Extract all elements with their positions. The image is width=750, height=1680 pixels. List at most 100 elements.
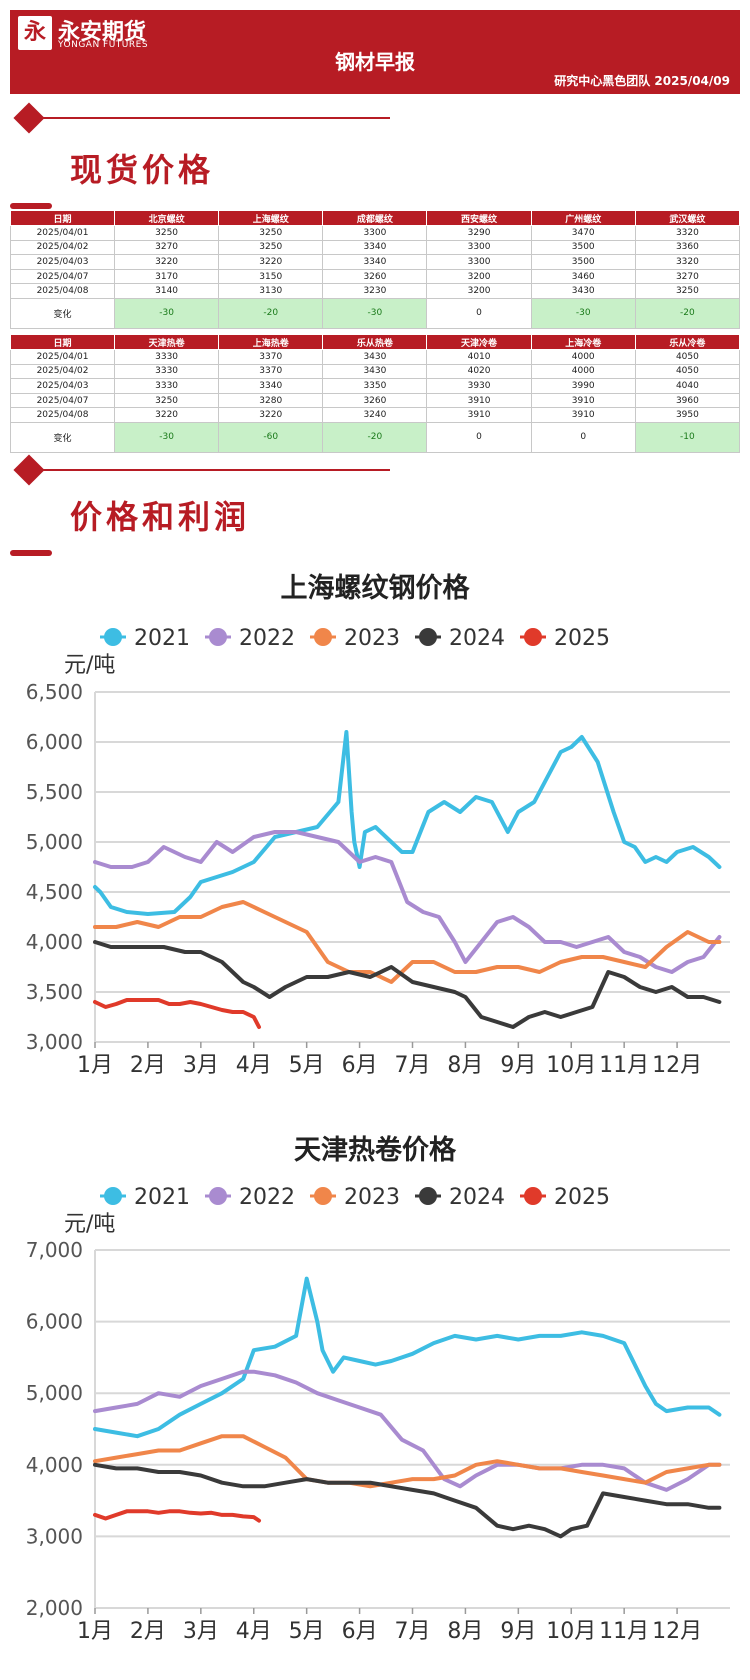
change-row: 变化 -30 -20 -30 0 -30 -20 [10,297,741,329]
table-cell: 3960 [634,392,741,409]
section-title-profit: 价格和利润 [70,498,251,536]
legend-label: 2025 [554,1185,610,1210]
legend-marker [419,628,437,646]
x-tick-label: 5月 [289,1053,325,1078]
x-tick-label: 8月 [447,1619,483,1644]
table-cell: 3500 [530,239,636,256]
table-cell: 3200 [426,268,532,285]
x-tick-label: 11月 [599,1619,649,1644]
table-cell: 3300 [322,225,428,241]
table-cell: 4050 [634,363,741,380]
table-cell: 2025/04/02 [10,239,115,256]
table-cell: 3430 [530,283,636,299]
table-cell: 3370 [218,349,324,365]
brand-name-en: YONGAN FUTURES [58,40,149,50]
table-cell: 3220 [218,254,324,270]
table-cell: 3430 [322,363,428,380]
legend-label: 2023 [344,1185,400,1210]
legend-label: 2024 [449,626,505,651]
y-tick-label: 5,000 [26,1381,83,1405]
legend-label: 2021 [134,626,190,651]
table-row: 2025/04/01 3330 3370 3430 4010 4000 4050 [10,349,741,365]
change-cell: 0 [426,297,532,329]
report-team-date: 研究中心黑色团队 2025/04/09 [554,74,730,88]
y-tick-label: 7,000 [26,1238,83,1262]
table-row: 2025/04/08 3220 3220 3240 3910 3910 3950 [10,407,741,423]
y-tick-label: 4,500 [26,880,83,904]
table-cell: 3360 [634,239,741,256]
change-cell: -30 [322,297,428,329]
x-tick-label: 3月 [183,1619,219,1644]
table-cell: 3280 [218,392,324,409]
y-tick-label: 6,000 [26,1310,83,1334]
table-cell: 3250 [218,225,324,241]
x-tick-label: 11月 [599,1053,649,1078]
coil-price-chart: 2021 2022 2023 2024 2025 元/吨 2,000 3,000 4,000 5,… [26,1185,730,1644]
brand-name-cn: 永安期货 [58,20,147,45]
x-tick-label: 9月 [500,1053,536,1078]
section-diamond-icon [13,102,45,134]
y-tick-label: 3,000 [26,1524,83,1548]
series-line-2025 [93,998,261,1029]
table-cell: 3220 [113,254,220,270]
table-cell: 3260 [322,392,428,409]
change-cell: -20 [634,297,741,329]
report-title: 钢材早报 [335,50,415,74]
x-tick-label: 4月 [236,1053,272,1078]
change-cell: -20 [322,421,428,453]
x-tick-label: 7月 [395,1053,431,1078]
column-header: 日期 [10,334,115,350]
legend-marker [104,1187,122,1205]
table-cell: 3230 [322,283,428,299]
x-tick-label: 2月 [130,1619,166,1644]
table-cell: 3150 [218,268,324,285]
table-cell: 3170 [113,268,220,285]
x-tick-label: 12月 [652,1619,702,1644]
x-tick-label: 12月 [652,1053,702,1078]
change-cell: -30 [530,297,636,329]
series-line-2024 [93,940,722,1029]
table-cell: 3990 [530,378,636,394]
legend-label: 2022 [239,1185,295,1210]
table-cell: 3320 [634,225,741,241]
series-line-2021 [93,1276,722,1439]
table-cell: 3290 [426,225,532,241]
table-cell: 4020 [426,363,532,380]
yongan-logo-icon: 永 [18,16,52,50]
table-row: 2025/04/07 3250 3280 3260 3910 3910 3960 [10,392,741,409]
table-cell: 4010 [426,349,532,365]
legend-marker [314,1187,332,1205]
change-cell: -20 [218,297,324,329]
legend-label: 2025 [554,626,610,651]
series-line-2021 [93,730,722,916]
change-cell: -30 [113,421,220,453]
x-tick-label: 4月 [236,1619,272,1644]
table-header-row: 日期 天津热卷 上海热卷 乐从热卷 天津冷卷 上海冷卷 乐从冷卷 [10,334,741,350]
table-cell: 3220 [113,407,220,423]
legend-marker [209,1187,227,1205]
table-cell: 3300 [426,239,532,256]
section-title-spot: 现货价格 [70,151,215,189]
table-cell: 3340 [322,239,428,256]
table-cell: 3910 [426,407,532,423]
table-cell: 2025/04/08 [10,283,115,299]
column-header: 西安螺纹 [426,210,532,226]
table-row: 2025/04/02 3270 3250 3340 3300 3500 3360 [10,239,741,256]
legend-label: 2024 [449,1185,505,1210]
legend-marker [209,628,227,646]
series-line-2025 [93,1509,261,1523]
column-header: 北京螺纹 [113,210,220,226]
section-bar [10,203,52,209]
series-line-2024 [93,1462,722,1539]
table-cell: 3270 [113,239,220,256]
series-line-2023 [93,900,722,984]
table-cell: 3130 [218,283,324,299]
table-cell: 3500 [530,254,636,270]
column-header: 上海冷卷 [530,334,636,350]
table-cell: 2025/04/03 [10,378,115,394]
x-tick-label: 10月 [546,1619,596,1644]
change-cell: 0 [530,421,636,453]
rebar-price-chart: 2021 2022 2023 2024 2025 元/吨 3,000 3,500 4,000 4,… [26,626,730,1078]
change-cell: -10 [634,421,741,453]
table-cell: 3910 [530,392,636,409]
